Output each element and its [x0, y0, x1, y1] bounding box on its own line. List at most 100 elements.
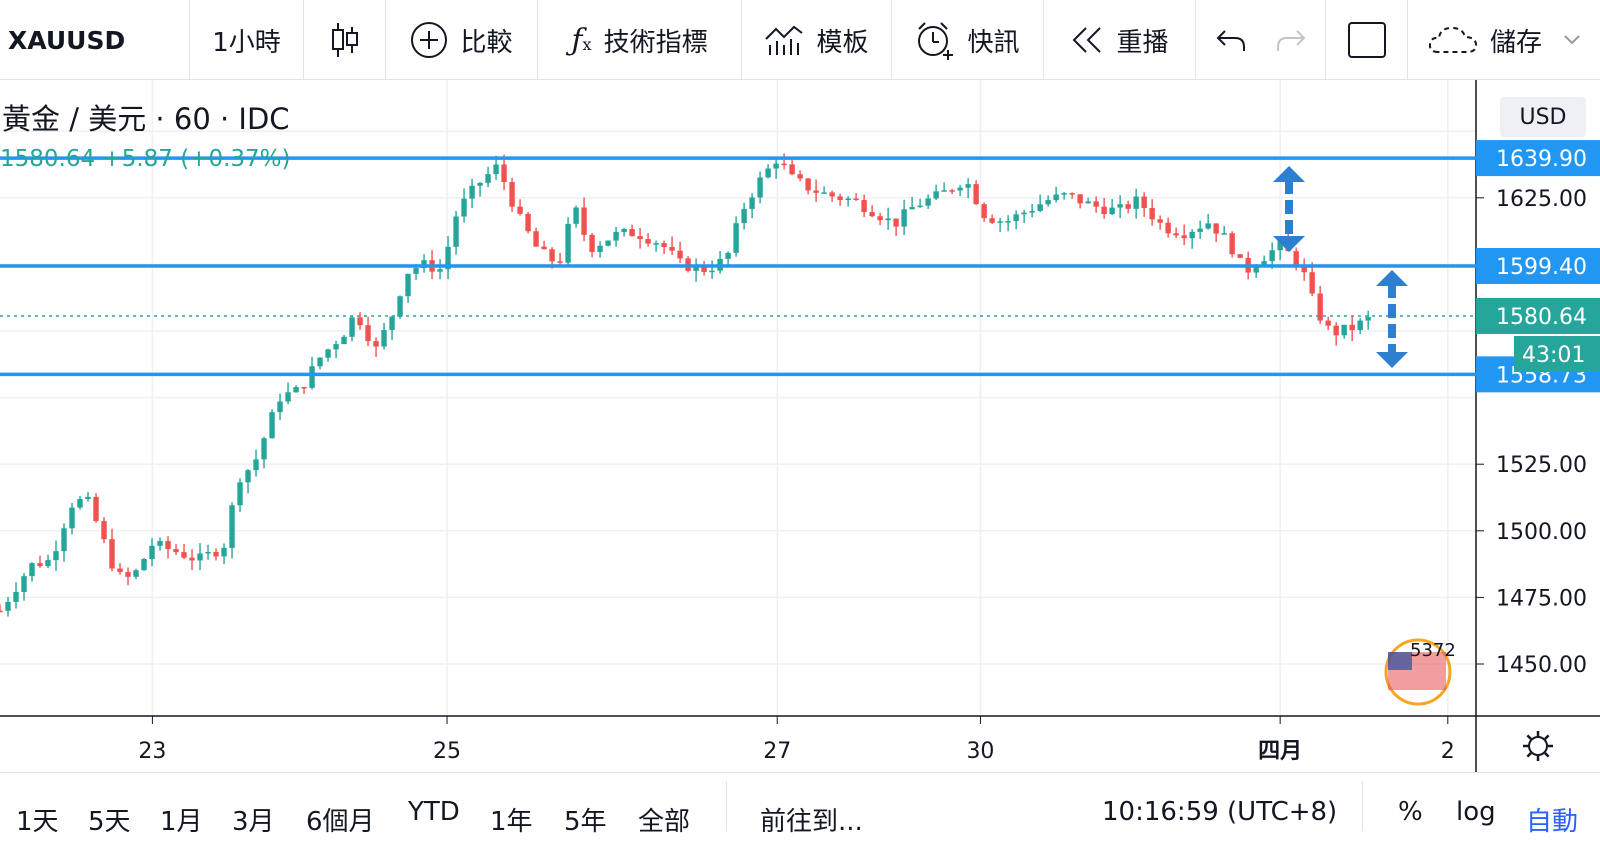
log-scale-toggle[interactable]: log [1456, 797, 1496, 827]
candle-body [669, 247, 675, 251]
price-axis-label: 1525.00 [1496, 453, 1587, 478]
symbol-label: XAUUSD [8, 25, 126, 55]
clock-timezone[interactable]: 10:16:59 (UTC+8) [1102, 797, 1338, 827]
settings-gear-icon[interactable] [1528, 736, 1548, 756]
candle-body [365, 325, 371, 342]
candle-body [741, 208, 747, 224]
candle-body [109, 539, 115, 569]
percent-scale-toggle[interactable]: % [1398, 797, 1423, 827]
chevron-down-icon[interactable] [1564, 35, 1580, 45]
settings-gear-icon-tooth [1526, 734, 1532, 740]
templates-button[interactable]: 模板 [742, 0, 892, 80]
interval-button[interactable]: 1小時 [190, 0, 304, 80]
candle-body [277, 401, 283, 413]
candle-body [5, 601, 11, 611]
auto-scale-toggle[interactable]: 自動 [1526, 807, 1579, 837]
candle-body [1309, 272, 1315, 294]
candle-body [501, 164, 507, 183]
candle-body [245, 470, 251, 483]
last-price-label-bg [1476, 297, 1600, 334]
candle-body [933, 191, 939, 199]
candle-body [1141, 196, 1147, 209]
legend-title: 黃金 / 美元 · 60 · IDC [2, 102, 290, 136]
candle-body [61, 528, 67, 552]
range-ytd[interactable]: YTD [408, 797, 460, 827]
candle-body [997, 221, 1003, 223]
candle-body [965, 184, 971, 188]
candle-body [957, 187, 963, 191]
candle-body [509, 182, 515, 207]
candle-body [405, 273, 411, 297]
candle-body [1117, 204, 1123, 208]
candle-body [253, 459, 259, 471]
candle-body [1005, 221, 1011, 223]
fullscreen-button[interactable] [1326, 0, 1408, 80]
candle-body [37, 563, 43, 567]
candle-body [285, 392, 291, 402]
range-all[interactable]: 全部 [638, 807, 691, 837]
currency-badge[interactable]: USD [1500, 97, 1586, 137]
candle-body [397, 296, 403, 317]
price-axis-label: 1475.00 [1496, 586, 1587, 611]
range-1y[interactable]: 1年 [490, 807, 533, 837]
candle-body [1197, 228, 1203, 232]
candle-body [581, 207, 587, 235]
candle-body [133, 570, 139, 577]
compare-button[interactable]: 比較 [386, 0, 538, 80]
candle-body [789, 164, 795, 175]
candle-body [1365, 317, 1371, 321]
alerts-button[interactable]: 快訊 [892, 0, 1044, 80]
candle-body [157, 541, 163, 546]
watermark-logo [1384, 638, 1452, 706]
chart-type-button[interactable] [304, 0, 386, 80]
save-button[interactable]: 儲存 [1408, 0, 1600, 80]
candle-body [149, 545, 155, 560]
time-axis-label: 25 [433, 739, 461, 764]
candle-body [437, 269, 443, 272]
candle-body [637, 236, 643, 240]
candle-body [1021, 212, 1027, 215]
candle-body [469, 185, 475, 199]
candle-body [805, 178, 811, 191]
candle-body [869, 212, 875, 217]
indicators-button[interactable]: ƒx 技術指標 [538, 0, 742, 80]
candle-body [317, 357, 323, 367]
candle-body [1069, 193, 1075, 195]
candle-body [653, 243, 659, 245]
legend-price-change: 1580.64 +5.87 (+0.37%) [0, 146, 291, 172]
symbol-search-button[interactable]: XAUUSD [0, 0, 190, 80]
range-3m[interactable]: 3月 [232, 807, 275, 837]
cloud-icon [1428, 25, 1478, 55]
candle-body [1061, 193, 1067, 195]
candle-body [445, 246, 451, 270]
candle-body [1157, 219, 1163, 223]
chart-pane[interactable]: 1639.90 1599.40 1558.73 1580.64 43:01 1450.00… [0, 80, 1600, 772]
price-chart[interactable]: 1639.901599.401558.731580.6443:011450.00… [0, 80, 1600, 772]
range-6m[interactable]: 6個月 [306, 807, 375, 837]
candle-body [293, 387, 299, 393]
candle-body [493, 164, 499, 175]
candle-body [1277, 240, 1283, 251]
range-5y[interactable]: 5年 [564, 807, 607, 837]
goto-date-button[interactable]: 前往到... [760, 807, 863, 837]
price-axis-label: 1625.00 [1496, 187, 1587, 212]
candle-body [1189, 231, 1195, 239]
range-5d[interactable]: 5天 [88, 807, 131, 837]
candle-body [1293, 251, 1299, 265]
candle-body [1093, 201, 1099, 207]
replay-button[interactable]: 重播 [1044, 0, 1196, 80]
candle-body [565, 223, 571, 263]
candle-body [709, 270, 715, 273]
candle-body [93, 496, 99, 522]
candle-body [269, 412, 275, 439]
redo-icon[interactable] [1275, 27, 1307, 53]
candle-body [557, 261, 563, 263]
undo-icon[interactable] [1215, 27, 1247, 53]
candle-body [261, 438, 267, 460]
candle-body [333, 344, 339, 350]
candle-body [357, 317, 363, 326]
bar-countdown: 43:01 [1522, 343, 1585, 368]
range-1m[interactable]: 1月 [160, 807, 203, 837]
range-1d[interactable]: 1天 [16, 807, 59, 837]
candle-body [781, 163, 787, 166]
